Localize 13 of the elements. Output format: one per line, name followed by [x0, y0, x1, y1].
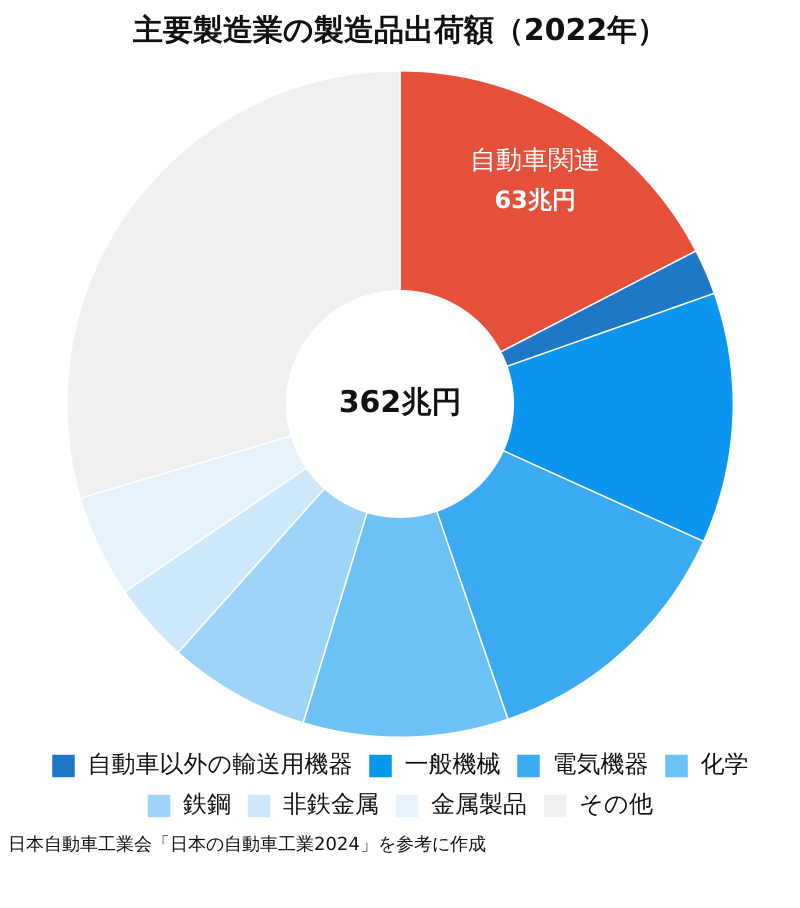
- text: 日本自動車工業会「日本の自動車工業2024」を参考に作成: [8, 833, 487, 856]
- text: 362兆円: [338, 384, 462, 420]
- legend-label: その他: [579, 790, 653, 818]
- legend-label: 化学: [700, 750, 748, 778]
- legend-label: 金属製品: [431, 790, 527, 818]
- chart-title: 主要製造業の製造品出荷額（2022年）: [132, 12, 668, 48]
- legend-label: 一般機械: [404, 750, 500, 778]
- legend-label: 自動車以外の輸送用機器: [88, 750, 352, 778]
- legend-label: 電気機器: [552, 750, 648, 778]
- slice-label: 自動車関連: [470, 146, 600, 176]
- data-label: 63兆円: [494, 186, 576, 214]
- legend-label: 非鉄金属: [283, 790, 379, 818]
- legend-label: 鉄鋼: [183, 790, 231, 818]
